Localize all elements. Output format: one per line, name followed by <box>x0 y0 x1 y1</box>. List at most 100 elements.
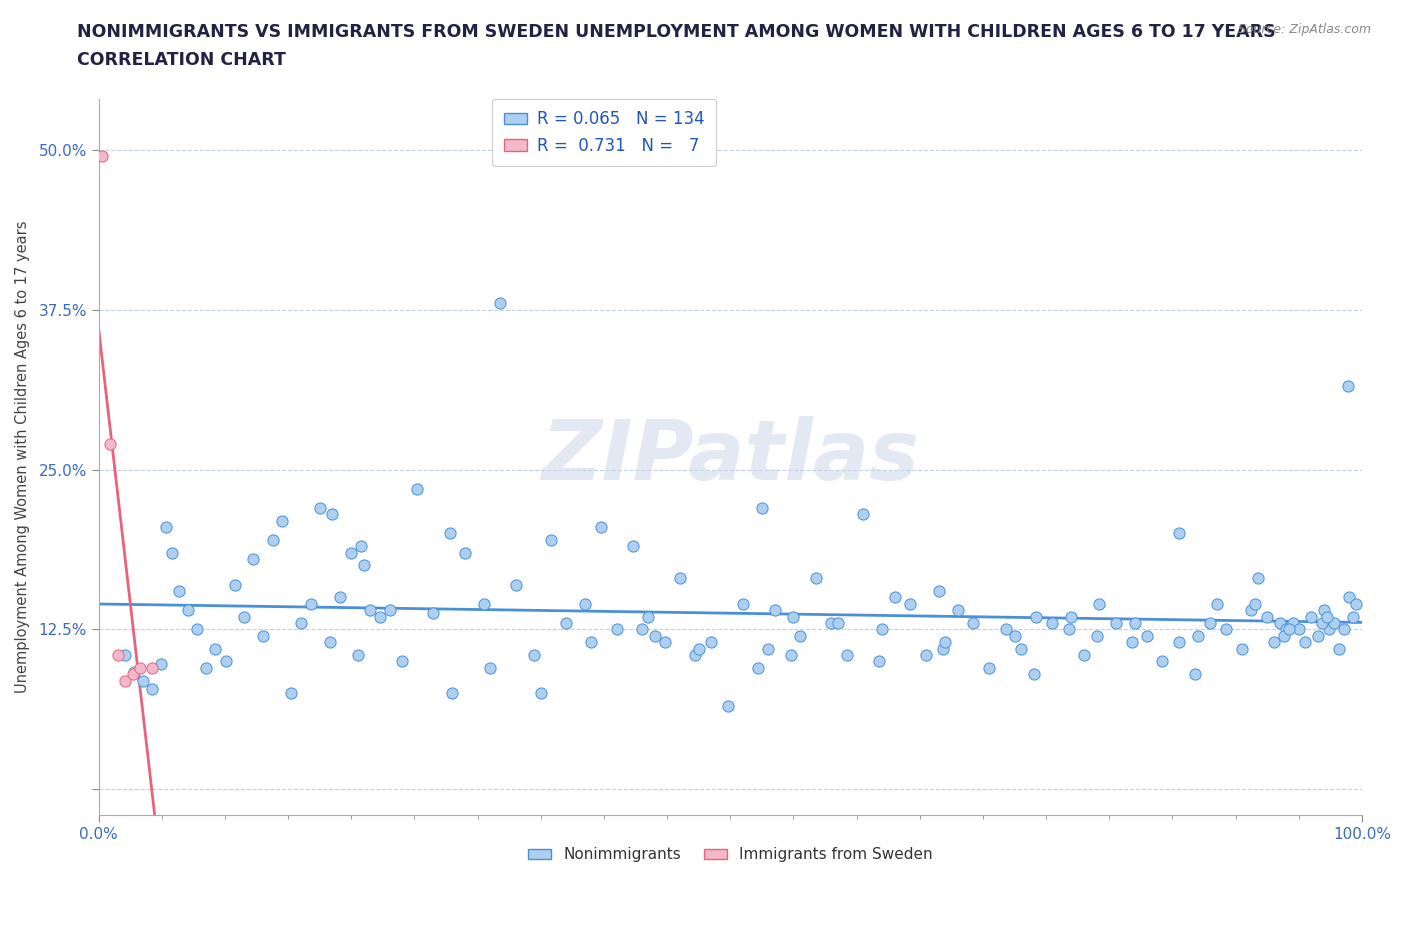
Point <box>581 634 603 649</box>
Point <box>644 629 666 644</box>
Point <box>299 596 322 611</box>
Point <box>1301 609 1323 624</box>
Point <box>852 507 875 522</box>
Text: ZIPatlas: ZIPatlas <box>541 417 920 498</box>
Point <box>763 603 786 618</box>
Point <box>329 590 352 604</box>
Point <box>1167 634 1189 649</box>
Point <box>308 500 330 515</box>
Point <box>1060 609 1083 624</box>
Point <box>591 520 613 535</box>
Point <box>204 641 226 656</box>
Point <box>688 641 710 656</box>
Point <box>1073 647 1095 662</box>
Point <box>1025 609 1047 624</box>
Point <box>1294 634 1316 649</box>
Point <box>1230 641 1253 656</box>
Point <box>1272 629 1295 644</box>
Point <box>114 647 136 662</box>
Point <box>1085 629 1108 644</box>
Point <box>621 538 644 553</box>
Point <box>1243 596 1265 611</box>
Point <box>121 667 143 682</box>
Point <box>141 682 163 697</box>
Point <box>1310 616 1333 631</box>
Point <box>827 616 849 631</box>
Point <box>931 641 953 656</box>
Point <box>1121 634 1143 649</box>
Point <box>340 545 363 560</box>
Point <box>422 605 444 620</box>
Point <box>1344 596 1367 611</box>
Point <box>195 660 218 675</box>
Point <box>574 596 596 611</box>
Point <box>122 664 145 679</box>
Point <box>370 609 392 624</box>
Point <box>1323 616 1346 631</box>
Point <box>1057 622 1080 637</box>
Point <box>1022 667 1045 682</box>
Point <box>270 513 292 528</box>
Point <box>820 616 842 631</box>
Point <box>177 603 200 618</box>
Point <box>883 590 905 604</box>
Point <box>1205 596 1227 611</box>
Point <box>91 149 114 164</box>
Point <box>668 571 690 586</box>
Point <box>523 647 546 662</box>
Point <box>1167 526 1189 541</box>
Point <box>359 603 381 618</box>
Point <box>346 647 368 662</box>
Point <box>540 532 562 547</box>
Point <box>262 532 284 547</box>
Point <box>835 647 858 662</box>
Point <box>898 596 921 611</box>
Point <box>868 654 890 669</box>
Legend: Nonimmigrants, Immigrants from Sweden: Nonimmigrants, Immigrants from Sweden <box>522 842 939 869</box>
Point <box>454 545 477 560</box>
Point <box>1104 616 1126 631</box>
Point <box>870 622 893 637</box>
Point <box>1313 603 1336 618</box>
Point <box>555 616 578 631</box>
Point <box>350 538 373 553</box>
Point <box>1268 616 1291 631</box>
Point <box>155 520 177 535</box>
Point <box>1263 634 1285 649</box>
Point <box>321 507 343 522</box>
Point <box>637 609 659 624</box>
Point <box>380 603 402 618</box>
Text: CORRELATION CHART: CORRELATION CHART <box>77 51 287 69</box>
Point <box>915 647 938 662</box>
Point <box>782 609 804 624</box>
Point <box>1215 622 1237 637</box>
Point <box>631 622 654 637</box>
Point <box>606 622 628 637</box>
Point <box>700 634 723 649</box>
Point <box>1275 622 1298 637</box>
Point <box>98 436 121 451</box>
Point <box>1123 616 1146 631</box>
Point <box>252 629 274 644</box>
Point <box>1184 667 1206 682</box>
Point <box>160 545 183 560</box>
Point <box>1088 596 1111 611</box>
Point <box>242 551 264 566</box>
Point <box>1278 622 1301 637</box>
Point <box>1306 629 1329 644</box>
Point <box>1288 622 1310 637</box>
Point <box>505 578 527 592</box>
Point <box>731 596 754 611</box>
Point <box>1281 616 1303 631</box>
Point <box>1247 571 1270 586</box>
Point <box>1187 629 1209 644</box>
Text: NONIMMIGRANTS VS IMMIGRANTS FROM SWEDEN UNEMPLOYMENT AMONG WOMEN WITH CHILDREN A: NONIMMIGRANTS VS IMMIGRANTS FROM SWEDEN … <box>77 23 1277 41</box>
Point <box>441 685 464 700</box>
Point <box>946 603 969 618</box>
Point <box>129 660 152 675</box>
Point <box>654 634 676 649</box>
Point <box>141 660 163 675</box>
Point <box>717 698 740 713</box>
Point <box>232 609 254 624</box>
Point <box>1316 609 1339 624</box>
